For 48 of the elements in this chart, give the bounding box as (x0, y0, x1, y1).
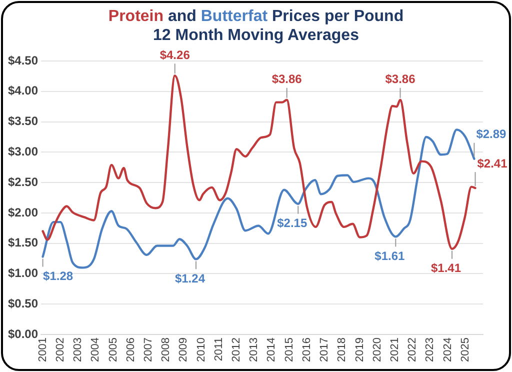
chart-title: Protein and Butterfat Prices per Pound (107, 7, 405, 26)
annotation: $1.41 (430, 261, 462, 276)
x-tick-label: 2013 (248, 338, 260, 362)
x-tick-label: 2016 (300, 338, 313, 362)
x-tick-label: 2006 (124, 338, 137, 362)
y-tick-label: $3.00 (8, 144, 38, 158)
x-tick-label: 2008 (160, 338, 172, 362)
x-tick-label: 2017 (318, 338, 331, 362)
y-tick-label: $2.50 (8, 174, 38, 189)
x-tick-label: 2024 (442, 338, 454, 362)
y-tick-label: $0.50 (8, 296, 38, 310)
y-tick-label: $2.00 (8, 205, 38, 220)
line-series (42, 74, 476, 250)
chart-subtitle: 12 Month Moving Averages (152, 27, 360, 45)
x-tick-label: 2023 (424, 338, 436, 362)
annotation: $3.86 (272, 72, 302, 86)
annotation: $3.86 (385, 72, 416, 86)
y-tick-label: $4.00 (8, 84, 38, 98)
x-tick-label: 2003 (72, 338, 84, 362)
x-tick-label: 2012 (230, 338, 243, 362)
x-tick-label: 2025 (459, 338, 472, 362)
x-tick-label: 2015 (283, 338, 296, 362)
x-tick-label: 2021 (388, 338, 401, 362)
x-tick-label: 2002 (54, 338, 66, 362)
y-tick-label: $0.00 (8, 326, 38, 341)
x-tick-label: 2010 (195, 338, 208, 362)
annotation: $4.26 (160, 48, 190, 62)
x-tick-label: 2022 (406, 338, 419, 362)
x-tick-label: 2014 (266, 338, 278, 362)
y-tick-label: $4.50 (8, 53, 38, 68)
annotation: $2.41 (477, 156, 508, 170)
annotation: $1.28 (43, 269, 74, 284)
x-tick-label: 2019 (354, 338, 366, 362)
y-tick-label: $1.00 (8, 266, 38, 280)
x-tick-label: 2009 (178, 338, 190, 362)
x-tick-label: 2011 (212, 338, 225, 362)
annotation: $2.89 (476, 127, 507, 142)
x-tick-label: 2001 (36, 338, 49, 362)
x-tick-label: 2005 (107, 338, 120, 362)
y-tick-label: $3.50 (8, 114, 38, 128)
x-tick-label: 2018 (336, 338, 348, 362)
annotation: $1.24 (174, 271, 206, 286)
y-tick-label: $1.50 (8, 236, 38, 250)
annotation: $1.61 (374, 248, 405, 263)
annotation: $2.15 (277, 216, 308, 230)
x-tick-label: 2020 (371, 338, 384, 362)
x-tick-label: 2004 (90, 338, 102, 362)
x-tick-label: 2007 (142, 338, 154, 362)
